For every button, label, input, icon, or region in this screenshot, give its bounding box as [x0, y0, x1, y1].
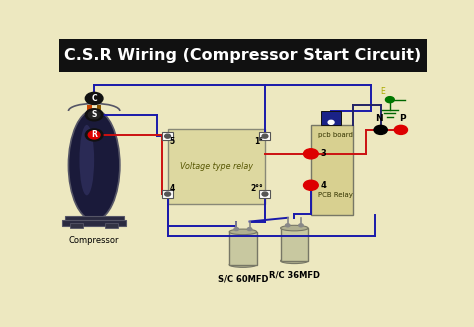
Text: E: E: [380, 87, 385, 96]
Text: C: C: [91, 94, 97, 103]
Text: 1°: 1°: [254, 137, 263, 146]
Text: 4: 4: [169, 184, 175, 193]
Text: N: N: [375, 114, 383, 123]
Circle shape: [303, 180, 318, 190]
Circle shape: [85, 92, 103, 104]
Circle shape: [234, 228, 238, 231]
Ellipse shape: [281, 258, 308, 264]
FancyBboxPatch shape: [321, 111, 341, 125]
Text: S: S: [91, 110, 97, 119]
Circle shape: [285, 224, 290, 227]
Circle shape: [88, 131, 100, 139]
FancyBboxPatch shape: [70, 223, 83, 228]
Circle shape: [262, 134, 268, 138]
Text: 2°°: 2°°: [250, 184, 263, 193]
FancyBboxPatch shape: [59, 39, 427, 72]
Text: S/C 60MFD: S/C 60MFD: [218, 275, 268, 284]
Text: 5: 5: [169, 137, 174, 146]
Text: Compressor: Compressor: [69, 236, 119, 245]
Circle shape: [328, 120, 334, 124]
Text: C.S.R Wiring (Compressor Start Circuit): C.S.R Wiring (Compressor Start Circuit): [64, 48, 421, 63]
Circle shape: [262, 192, 268, 196]
Text: Voltage type relay: Voltage type relay: [180, 162, 253, 171]
Text: pcb board: pcb board: [318, 132, 353, 138]
Text: P: P: [400, 114, 406, 123]
Circle shape: [88, 95, 100, 102]
FancyBboxPatch shape: [97, 105, 101, 111]
Ellipse shape: [80, 125, 94, 195]
FancyBboxPatch shape: [87, 105, 91, 111]
Circle shape: [164, 134, 171, 138]
FancyBboxPatch shape: [311, 125, 353, 215]
Text: PCB Relay: PCB Relay: [318, 192, 353, 198]
FancyBboxPatch shape: [162, 132, 173, 140]
FancyBboxPatch shape: [229, 232, 257, 265]
Ellipse shape: [281, 225, 308, 231]
FancyBboxPatch shape: [65, 216, 124, 222]
Circle shape: [374, 125, 387, 134]
Circle shape: [164, 192, 171, 196]
FancyBboxPatch shape: [259, 132, 271, 140]
Ellipse shape: [68, 110, 120, 220]
Circle shape: [303, 149, 318, 159]
Text: R/C 36MFD: R/C 36MFD: [269, 271, 320, 280]
Circle shape: [247, 228, 252, 231]
FancyBboxPatch shape: [281, 228, 308, 261]
Text: R: R: [91, 130, 97, 139]
Circle shape: [394, 125, 408, 134]
Circle shape: [299, 224, 303, 227]
FancyBboxPatch shape: [105, 223, 118, 228]
Text: 3: 3: [320, 149, 326, 158]
FancyBboxPatch shape: [162, 190, 173, 198]
Ellipse shape: [229, 262, 257, 267]
Circle shape: [385, 97, 394, 103]
Circle shape: [85, 129, 103, 141]
Circle shape: [85, 109, 103, 121]
Text: 4: 4: [320, 181, 326, 190]
FancyBboxPatch shape: [168, 129, 265, 204]
FancyBboxPatch shape: [62, 219, 126, 226]
Ellipse shape: [229, 229, 257, 235]
FancyBboxPatch shape: [259, 190, 271, 198]
Circle shape: [88, 111, 100, 119]
